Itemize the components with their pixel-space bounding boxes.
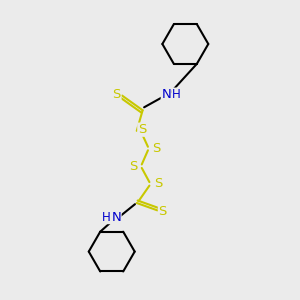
Text: N: N [161, 88, 171, 100]
Text: S: S [112, 88, 121, 101]
Text: H: H [172, 88, 181, 101]
Text: S: S [129, 160, 137, 173]
Text: S: S [153, 142, 161, 155]
Text: S: S [138, 123, 146, 136]
Text: S: S [154, 177, 162, 190]
Text: H: H [102, 211, 111, 224]
Text: N: N [111, 211, 121, 224]
Text: S: S [158, 205, 167, 218]
